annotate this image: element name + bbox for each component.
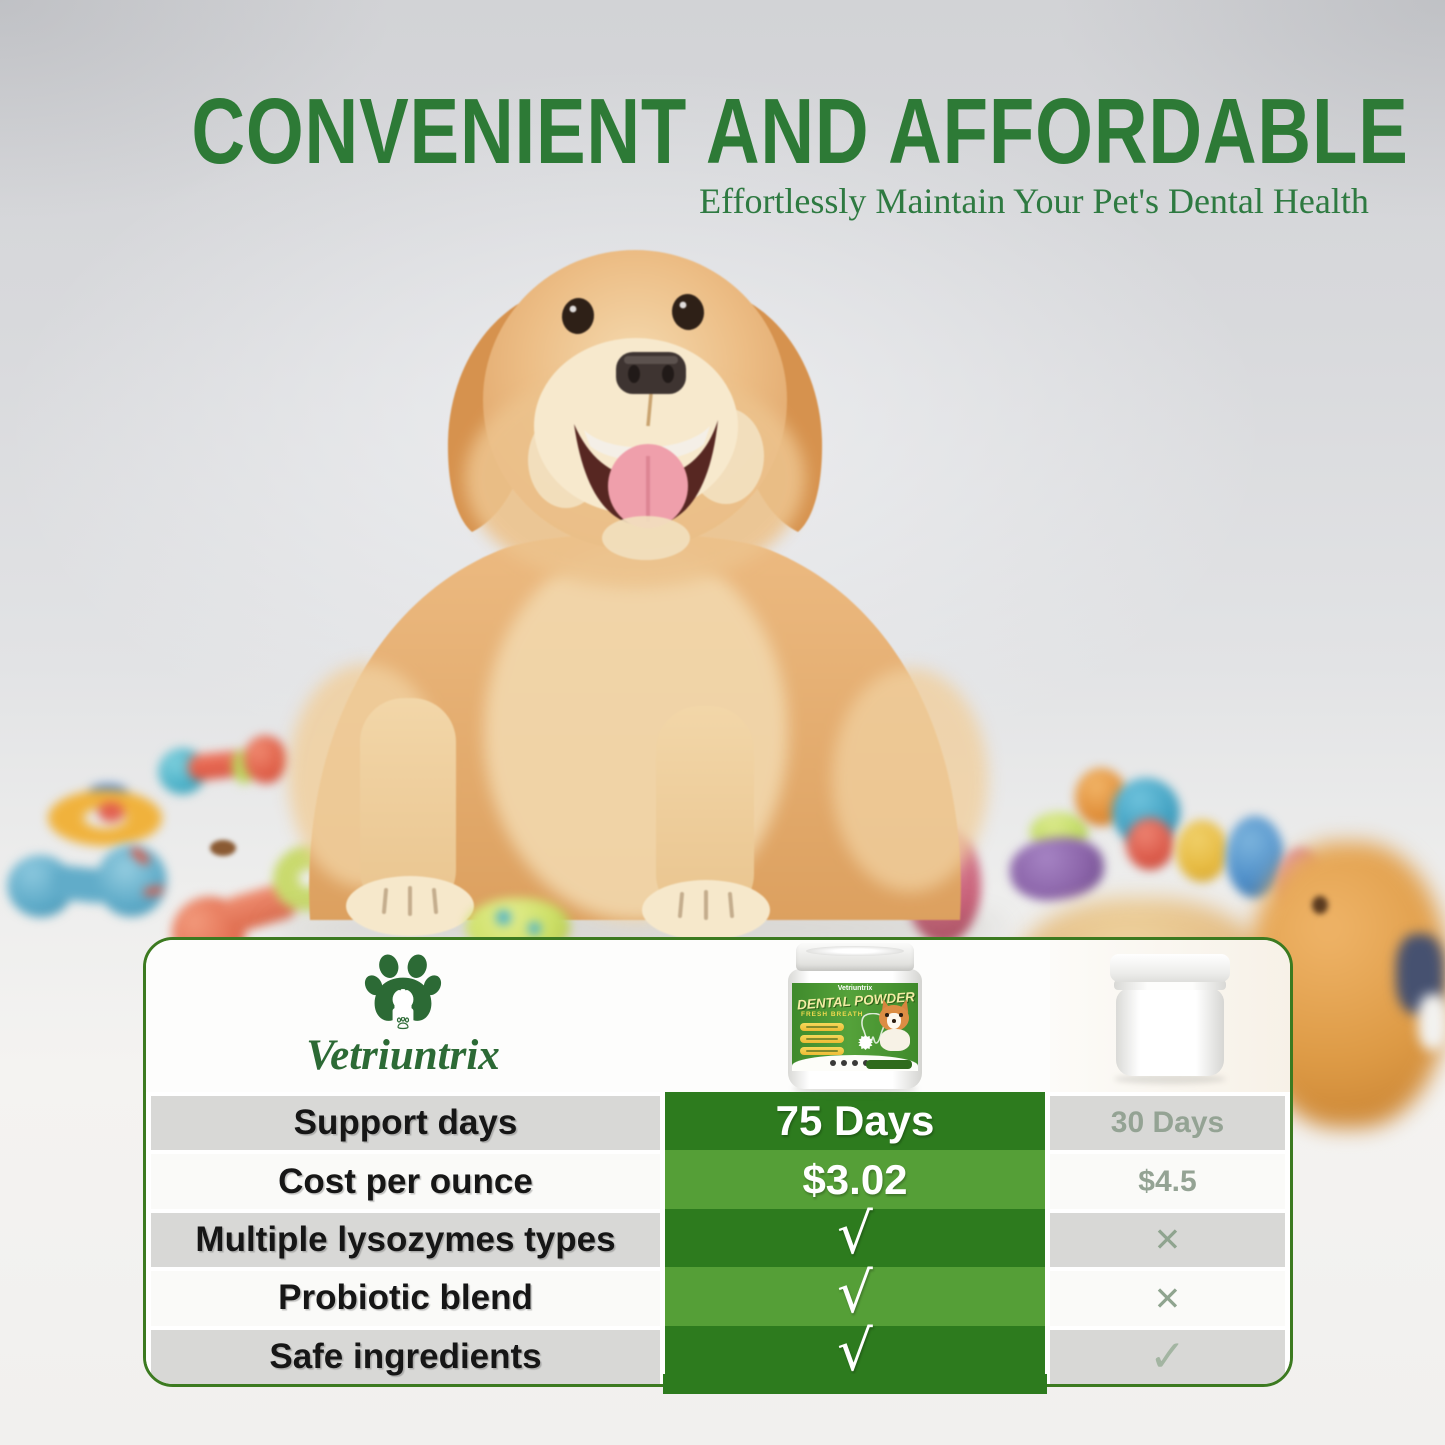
competitor-cell — [1050, 940, 1290, 1092]
row-label: Safe ingredients — [146, 1325, 660, 1384]
brand-paw-icon — [364, 954, 442, 1021]
competitor-cross-mark: ✕ — [1050, 1208, 1290, 1268]
toy-flower-ring — [48, 784, 166, 846]
brand-cell: Vetriuntrix — [146, 940, 660, 1092]
competitor-value: 30 Days — [1050, 1092, 1290, 1151]
row-label: Multiple lysozymes types — [146, 1208, 660, 1268]
comparison-table: Vetriuntrix Vetriuntrix DENTAL POWDER FR… — [143, 937, 1293, 1387]
our-value: 75 Days — [660, 1092, 1050, 1151]
starburst-badge — [858, 1035, 873, 1050]
toy-ball-yellow — [1176, 820, 1228, 882]
competitor-cross-mark: ✕ — [1050, 1267, 1290, 1326]
page-title: CONVENIENT AND AFFORDABLE — [191, 79, 1409, 183]
toy-plush-eye — [1312, 896, 1328, 914]
row-label: Support days — [146, 1092, 660, 1151]
toy-dumbbell-blue — [4, 830, 171, 936]
net-weight-pill — [866, 1060, 912, 1069]
dog-photo — [266, 250, 1006, 948]
our-product-cell: Vetriuntrix DENTAL POWDER FRESH BREATH — [660, 940, 1050, 1095]
our-column-extension — [663, 1374, 1047, 1394]
row-label: Cost per ounce — [146, 1150, 660, 1209]
toy-kibble — [210, 840, 236, 856]
our-product-jar-image: Vetriuntrix DENTAL POWDER FRESH BREATH — [785, 943, 925, 1095]
corgi-illustration — [877, 999, 915, 1055]
our-value: $3.02 — [660, 1150, 1050, 1209]
brand-name: Vetriuntrix — [306, 1016, 500, 1080]
competitor-value: $4.5 — [1050, 1150, 1290, 1209]
competitor-jar-image — [1106, 954, 1234, 1084]
row-label: Probiotic blend — [146, 1267, 660, 1326]
toy-ball-red — [1126, 818, 1174, 870]
mini-paw-icon — [397, 1016, 410, 1029]
jar-subtitle-label: FRESH BREATH — [801, 1011, 864, 1018]
toy-white-accent — [1418, 994, 1445, 1050]
competitor-check-mark: ✓ — [1050, 1325, 1290, 1384]
our-check-mark: √ — [660, 1261, 1050, 1326]
our-check-mark: √ — [660, 1202, 1050, 1267]
page-subtitle: Effortlessly Maintain Your Pet's Dental … — [699, 181, 1369, 221]
jar-brand-label: Vetriuntrix — [837, 985, 873, 992]
